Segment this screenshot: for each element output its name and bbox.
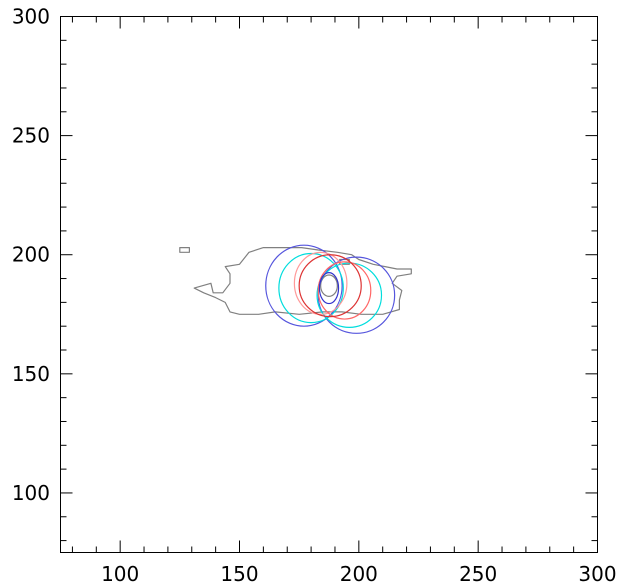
contour-lines — [179, 244, 412, 334]
plot-frame — [60, 16, 598, 553]
x-tick-label: 250 — [459, 562, 497, 585]
contour-line — [318, 271, 340, 305]
contour-line — [317, 261, 372, 320]
y-tick-labels: 100 150 200 250 300 — [12, 5, 50, 505]
tick-marks — [60, 16, 598, 553]
x-tick-label: 100 — [101, 562, 139, 585]
x-tick-label: 150 — [220, 562, 258, 585]
y-tick-label: 200 — [12, 243, 50, 267]
contour-line — [293, 251, 348, 315]
contour-line — [265, 244, 343, 327]
y-tick-label: 250 — [12, 124, 50, 148]
x-tick-label: 200 — [340, 562, 378, 585]
contour-line — [316, 262, 383, 328]
y-tick-label: 300 — [12, 5, 50, 29]
x-tick-label: 300 — [578, 562, 616, 585]
y-tick-label: 100 — [12, 481, 50, 505]
y-tick-label: 150 — [12, 362, 50, 386]
contour-line — [278, 252, 344, 324]
contour-line — [298, 254, 362, 318]
contour-line — [320, 274, 338, 298]
contour-line — [179, 247, 190, 253]
contour-line — [193, 247, 412, 315]
x-tick-labels: 100 150 200 250 300 — [101, 562, 617, 585]
